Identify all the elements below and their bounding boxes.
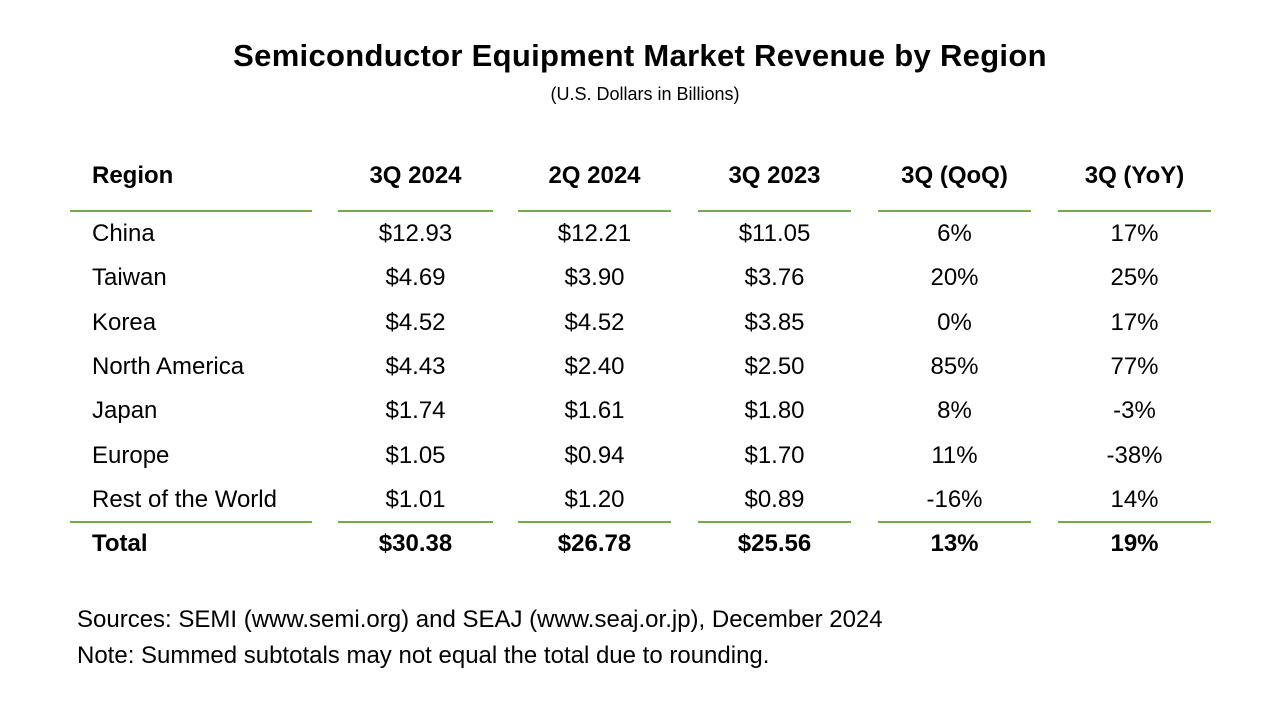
region-cell: Japan: [92, 397, 158, 424]
value-cell: $1.05: [385, 442, 446, 469]
value-cell: $1.61: [564, 397, 625, 424]
value-cell: $2.50: [744, 353, 805, 380]
column-header-3q-2024: 3Q 2024: [369, 162, 462, 189]
value-cell: $1.70: [744, 442, 805, 469]
column-header-2q-2024: 2Q 2024: [548, 162, 641, 189]
value-cell: 17%: [1110, 220, 1159, 247]
header-divider: [698, 210, 851, 212]
total-divider: [878, 521, 1031, 523]
total-divider: [1058, 521, 1211, 523]
header-divider: [1058, 210, 1211, 212]
region-cell: Korea: [92, 309, 157, 336]
total-divider: [70, 521, 312, 523]
value-cell: $11.05: [738, 220, 811, 247]
value-cell: 25%: [1110, 264, 1159, 291]
value-cell: $4.43: [385, 353, 446, 380]
value-cell: $1.20: [564, 486, 625, 513]
value-cell: $0.94: [564, 442, 625, 469]
value-cell: 17%: [1110, 309, 1159, 336]
value-cell: $0.89: [744, 486, 805, 513]
total-value: 13%: [930, 530, 979, 557]
value-cell: $12.93: [378, 220, 453, 247]
value-cell: $4.52: [564, 309, 625, 336]
value-cell: $1.74: [385, 397, 446, 424]
page-subtitle: (U.S. Dollars in Billions): [550, 84, 740, 104]
header-divider: [518, 210, 671, 212]
sources-note: Sources: SEMI (www.semi.org) and SEAJ (w…: [77, 606, 883, 633]
region-cell: Europe: [92, 442, 170, 469]
total-label: Total: [92, 530, 148, 557]
value-cell: 20%: [930, 264, 979, 291]
value-cell: $12.21: [557, 220, 632, 247]
value-cell: 8%: [937, 397, 972, 424]
total-value: $26.78: [557, 530, 632, 557]
value-cell: $3.90: [564, 264, 625, 291]
column-header-yoy: 3Q (YoY): [1084, 162, 1185, 189]
total-value: 19%: [1110, 530, 1159, 557]
value-cell: 0%: [937, 309, 972, 336]
header-divider: [338, 210, 493, 212]
value-cell: -16%: [926, 486, 983, 513]
value-cell: 85%: [930, 353, 979, 380]
value-cell: -3%: [1113, 397, 1156, 424]
value-cell: 77%: [1110, 353, 1159, 380]
total-value: $30.38: [378, 530, 453, 557]
value-cell: 11%: [931, 442, 978, 469]
region-cell: China: [92, 220, 155, 247]
total-value: $25.56: [737, 530, 812, 557]
value-cell: 14%: [1110, 486, 1159, 513]
header-divider: [70, 210, 312, 212]
page-title: Semiconductor Equipment Market Revenue b…: [233, 38, 1047, 73]
column-header-qoq: 3Q (QoQ): [901, 162, 1008, 189]
value-cell: -38%: [1106, 442, 1163, 469]
total-divider: [698, 521, 851, 523]
value-cell: $4.69: [385, 264, 446, 291]
region-cell: Rest of the World: [92, 486, 277, 513]
rounding-note: Note: Summed subtotals may not equal the…: [77, 642, 770, 669]
value-cell: $3.85: [744, 309, 805, 336]
value-cell: 6%: [937, 220, 972, 247]
value-cell: $1.01: [385, 486, 446, 513]
value-cell: $4.52: [385, 309, 446, 336]
column-header-3q-2023: 3Q 2023: [728, 162, 821, 189]
region-cell: North America: [92, 353, 245, 380]
region-cell: Taiwan: [92, 264, 167, 291]
total-divider: [338, 521, 493, 523]
value-cell: $1.80: [744, 397, 805, 424]
total-divider: [518, 521, 671, 523]
value-cell: $3.76: [744, 264, 805, 291]
value-cell: $2.40: [564, 353, 625, 380]
column-header-region: Region: [92, 162, 174, 189]
header-divider: [878, 210, 1031, 212]
